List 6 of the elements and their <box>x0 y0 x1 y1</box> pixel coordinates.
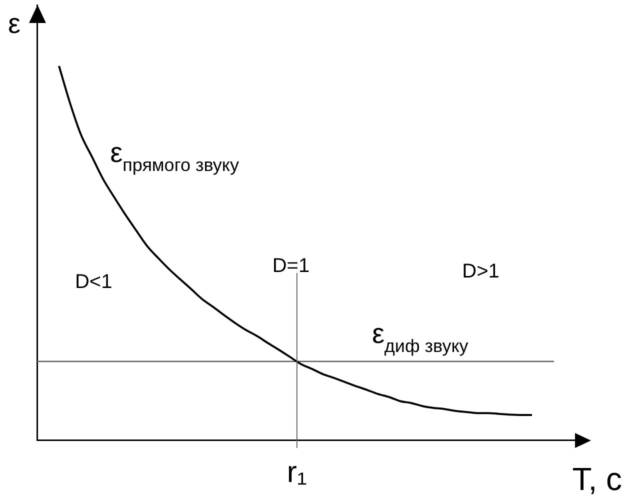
x-axis-title: T, с <box>572 461 622 497</box>
text: D=1 <box>272 254 310 277</box>
annotation: D<1 <box>74 271 112 294</box>
y-axis-title: ε <box>8 8 20 39</box>
text: r₁ <box>286 456 308 489</box>
annotation: D>1 <box>462 260 500 282</box>
